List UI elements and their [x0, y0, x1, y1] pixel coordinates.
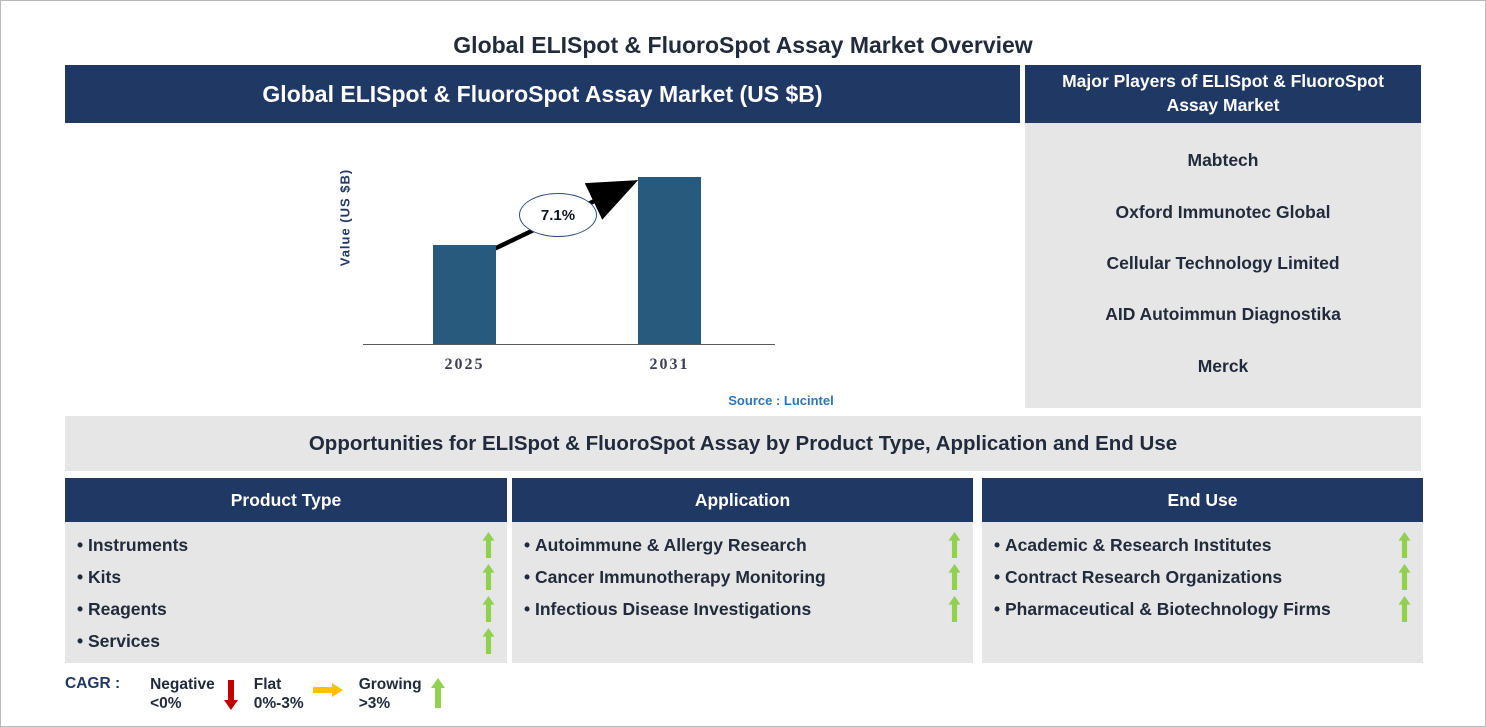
up-arrow-icon: [430, 675, 445, 711]
cagr-legend-label: CAGR :: [65, 675, 121, 692]
right-arrow-icon: [312, 683, 343, 697]
opportunity-item-label: Reagents: [77, 599, 167, 620]
column-header: Application: [512, 478, 973, 522]
y-axis-label: Value (US $B): [337, 168, 353, 267]
growing-trend-up-icon: [482, 564, 495, 590]
growing-trend-up-icon: [948, 532, 961, 558]
down-arrow-icon: [223, 677, 238, 713]
legend-entry-text: Flat 0%-3%: [253, 676, 304, 712]
growing-trend-up-icon: [948, 564, 961, 590]
opportunity-item-row: Kits: [65, 561, 507, 593]
player-name: Mabtech: [1187, 150, 1259, 171]
x-tick-label: 2025: [444, 356, 485, 373]
cagr-callout: 7.1%: [519, 193, 597, 237]
column-header: End Use: [982, 478, 1423, 522]
column-application: Application Autoimmune & Allergy Researc…: [512, 478, 973, 663]
player-name: Merck: [1197, 355, 1249, 376]
x-axis-line: [363, 344, 775, 345]
legend-entry-negative: Negative <0%: [150, 675, 238, 713]
page-title: Global ELISpot & FluoroSpot Assay Market…: [453, 32, 1033, 58]
opportunity-item-label: Contract Research Organizations: [994, 567, 1282, 588]
growing-trend-up-icon: [482, 596, 495, 622]
player-name: Oxford Immunotec Global: [1115, 201, 1331, 222]
column-product-type: Product Type Instruments Kits Reagents Serv…: [65, 478, 507, 663]
opportunity-item-label: Autoimmune & Allergy Research: [524, 535, 807, 556]
column-item-list: Instruments Kits Reagents Services: [65, 522, 507, 663]
legend-entry-growing: Growing >3%: [359, 675, 445, 713]
legend-entry-flat: Flat 0%-3%: [254, 675, 343, 713]
chart-panel-title: Global ELISpot & FluoroSpot Assay Market…: [65, 65, 1020, 123]
bar-2025: [433, 245, 496, 344]
growing-trend-up-icon: [1398, 564, 1411, 590]
major-players-title: Major Players of ELISpot & FluoroSpot As…: [1025, 65, 1421, 123]
legend-entry-text: Negative <0%: [150, 676, 215, 712]
opportunity-item-row: Autoimmune & Allergy Research: [512, 529, 973, 561]
bar-2031: [638, 177, 701, 344]
major-players-list: Mabtech Oxford Immunotec Global Cellular T…: [1025, 123, 1421, 408]
player-name: AID Autoimmun Diagnostika: [1105, 304, 1341, 325]
opportunity-item-row: Instruments: [65, 529, 507, 561]
growing-trend-up-icon: [948, 596, 961, 622]
growing-trend-up-icon: [482, 628, 495, 654]
column-item-list: Autoimmune & Allergy Research Cancer Immu…: [512, 522, 973, 663]
opportunity-item-label: Kits: [77, 567, 121, 588]
x-tick-label: 2031: [649, 356, 690, 373]
opportunity-item-row: Academic & Research Institutes: [982, 529, 1423, 561]
opportunity-item-row: Contract Research Organizations: [982, 561, 1423, 593]
legend-entry-text: Growing >3%: [358, 676, 422, 712]
opportunity-item-row: Services: [65, 625, 507, 657]
column-end-use: End Use Academic & Research Institutes Co…: [982, 478, 1423, 663]
opportunity-item-label: Pharmaceutical & Biotechnology Firms: [994, 599, 1331, 620]
opportunity-item-row: Reagents: [65, 593, 507, 625]
growing-trend-up-icon: [1398, 596, 1411, 622]
opportunity-item-row: Cancer Immunotherapy Monitoring: [512, 561, 973, 593]
opportunity-item-label: Services: [77, 631, 160, 652]
player-name: Cellular Technology Limited: [1106, 252, 1340, 273]
market-chart-panel: Global ELISpot & FluoroSpot Assay Market…: [65, 65, 1020, 408]
major-players-panel: Major Players of ELISpot & FluoroSpot As…: [1025, 65, 1421, 408]
opportunity-item-row: Infectious Disease Investigations: [512, 593, 973, 625]
column-header: Product Type: [65, 478, 507, 522]
growing-trend-up-icon: [482, 532, 495, 558]
opportunity-item-label: Cancer Immunotherapy Monitoring: [524, 567, 826, 588]
cagr-legend-entries: Negative <0% Flat 0%-3% Growing >3%: [150, 675, 460, 713]
opportunity-item-label: Instruments: [77, 535, 188, 556]
opportunities-banner: Opportunities for ELISpot & FluoroSpot A…: [65, 416, 1421, 471]
opportunity-item-label: Infectious Disease Investigations: [524, 599, 811, 620]
growing-trend-up-icon: [1398, 532, 1411, 558]
cagr-legend: CAGR : Negative <0% Flat 0%-3% Growing >3%: [65, 675, 461, 713]
opportunity-item-label: Academic & Research Institutes: [994, 535, 1272, 556]
opportunity-item-row: Pharmaceutical & Biotechnology Firms: [982, 593, 1423, 625]
column-item-list: Academic & Research Institutes Contract R…: [982, 522, 1423, 663]
bar-chart: Value (US $B) 2025 2031 7.1% Source : Luc…: [65, 123, 1020, 408]
source-note: Source : Lucintel: [728, 393, 834, 408]
